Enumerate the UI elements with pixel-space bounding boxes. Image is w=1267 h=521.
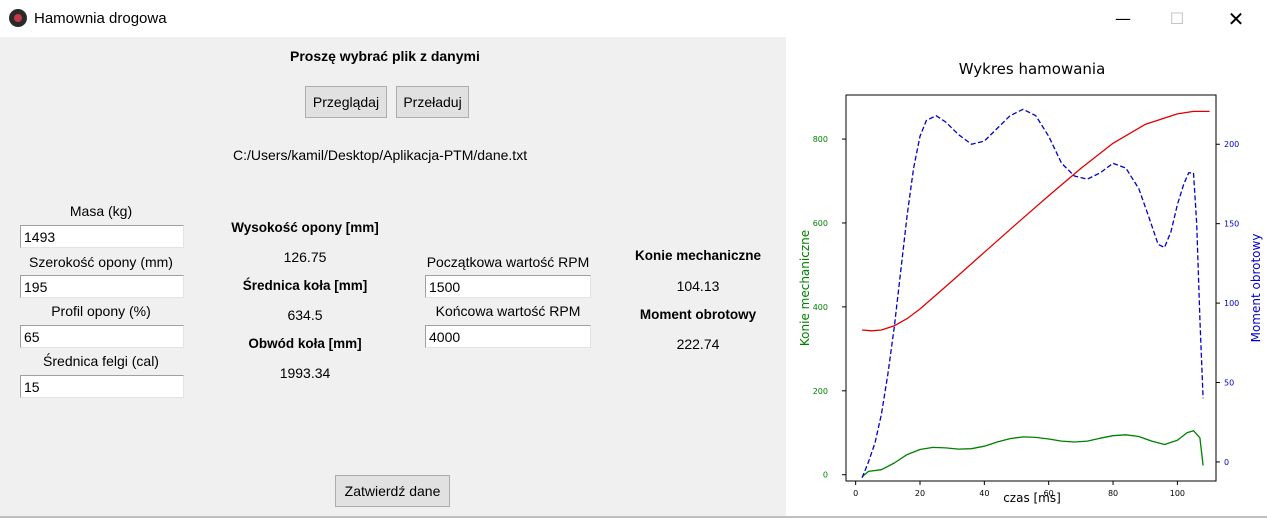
tire-height-label: Wysokość opony [mm] (231, 220, 379, 235)
wheel-diameter-value: 634.5 (287, 307, 323, 323)
horsepower-value: 104.13 (676, 278, 720, 294)
reload-button[interactable]: Przeładuj (396, 86, 469, 118)
x-tick-label: 40 (979, 489, 989, 498)
left-y-tick-label: 800 (813, 135, 828, 144)
wheel-circumference-label: Obwód koła [mm] (248, 336, 362, 351)
maximize-button[interactable]: ☐ (1169, 9, 1185, 28)
left-y-tick-label: 0 (823, 471, 828, 480)
end-rpm-label: Końcowa wartość RPM (435, 303, 581, 319)
tire-height-value: 126.75 (283, 249, 327, 265)
tire-width-input[interactable] (20, 275, 184, 298)
tire-profile-input[interactable] (20, 325, 184, 348)
left-y-tick-label: 400 (813, 303, 828, 312)
wheel-circumference-value: 1993.34 (279, 365, 331, 381)
title-bar: Hamownia drogowa — ☐ ✕ (0, 0, 1267, 37)
start-rpm-label: Początkowa wartość RPM (426, 254, 590, 270)
x-tick-label: 80 (1108, 489, 1118, 498)
left-axis-label: Konie mechaniczne (798, 230, 812, 346)
x-tick-label: 0 (853, 489, 858, 498)
tire-profile-label: Profil opony (%) (51, 303, 151, 319)
window-title: Hamownia drogowa (34, 10, 167, 27)
mass-input[interactable] (20, 225, 184, 248)
close-button[interactable]: ✕ (1227, 6, 1245, 31)
x-tick-label: 60 (1044, 489, 1054, 498)
x-tick-label: 100 (1170, 489, 1185, 498)
right-y-tick-label: 50 (1224, 379, 1234, 388)
rim-diameter-label: Średnica felgi (cal) (43, 353, 159, 369)
plot-frame (845, 94, 1217, 482)
x-axis-label: czas [ms] (1003, 491, 1061, 505)
x-axis: 0 20 40 60 80 100 (853, 481, 1185, 498)
start-rpm-input[interactable] (425, 275, 591, 298)
right-y-axis: 0 50 100 150 200 (1216, 140, 1239, 467)
x-tick-label: 20 (915, 489, 925, 498)
browse-button[interactable]: Przeglądaj (305, 86, 387, 118)
left-y-tick-label: 600 (813, 219, 828, 228)
app-icon (9, 9, 27, 27)
torque-value: 222.74 (676, 336, 720, 352)
right-y-tick-label: 150 (1224, 220, 1239, 229)
left-y-tick-label: 200 (813, 387, 828, 396)
minimize-button[interactable]: — (1115, 9, 1131, 28)
series-horsepower-line (861, 430, 1204, 478)
horsepower-label: Konie mechaniczne (634, 248, 762, 263)
right-axis-label: Moment obrotowy (1249, 234, 1263, 343)
window-bottom-edge (0, 516, 1267, 518)
file-path: C:/Users/kamil/Desktop/Aplikacja-PTM/dan… (233, 147, 528, 163)
end-rpm-input[interactable] (425, 325, 591, 348)
chart-panel: Wykres hamowania 0 20 40 60 80 100 0 200 400 600… (786, 37, 1267, 516)
torque-label: Moment obrotowy (639, 307, 757, 322)
series-power-line (862, 110, 1210, 332)
right-y-tick-label: 100 (1224, 299, 1239, 308)
wheel-diameter-label: Średnica koła [mm] (242, 278, 368, 293)
chart-title: Wykres hamowania (959, 60, 1106, 78)
rim-diameter-input[interactable] (20, 375, 184, 398)
braking-chart: Wykres hamowania 0 20 40 60 80 100 0 200 400 600… (798, 60, 1263, 505)
submit-button[interactable]: Zatwierdź dane (335, 475, 450, 507)
tire-width-label: Szerokość opony (mm) (29, 254, 173, 270)
series-group (861, 108, 1210, 479)
series-torque-line (861, 108, 1204, 479)
right-y-tick-label: 0 (1224, 458, 1229, 467)
right-y-tick-label: 200 (1224, 140, 1239, 149)
mass-label: Masa (kg) (69, 203, 133, 219)
left-y-axis: 0 200 400 600 800 (813, 135, 846, 480)
file-prompt: Proszę wybrać plik z danymi (290, 48, 480, 64)
